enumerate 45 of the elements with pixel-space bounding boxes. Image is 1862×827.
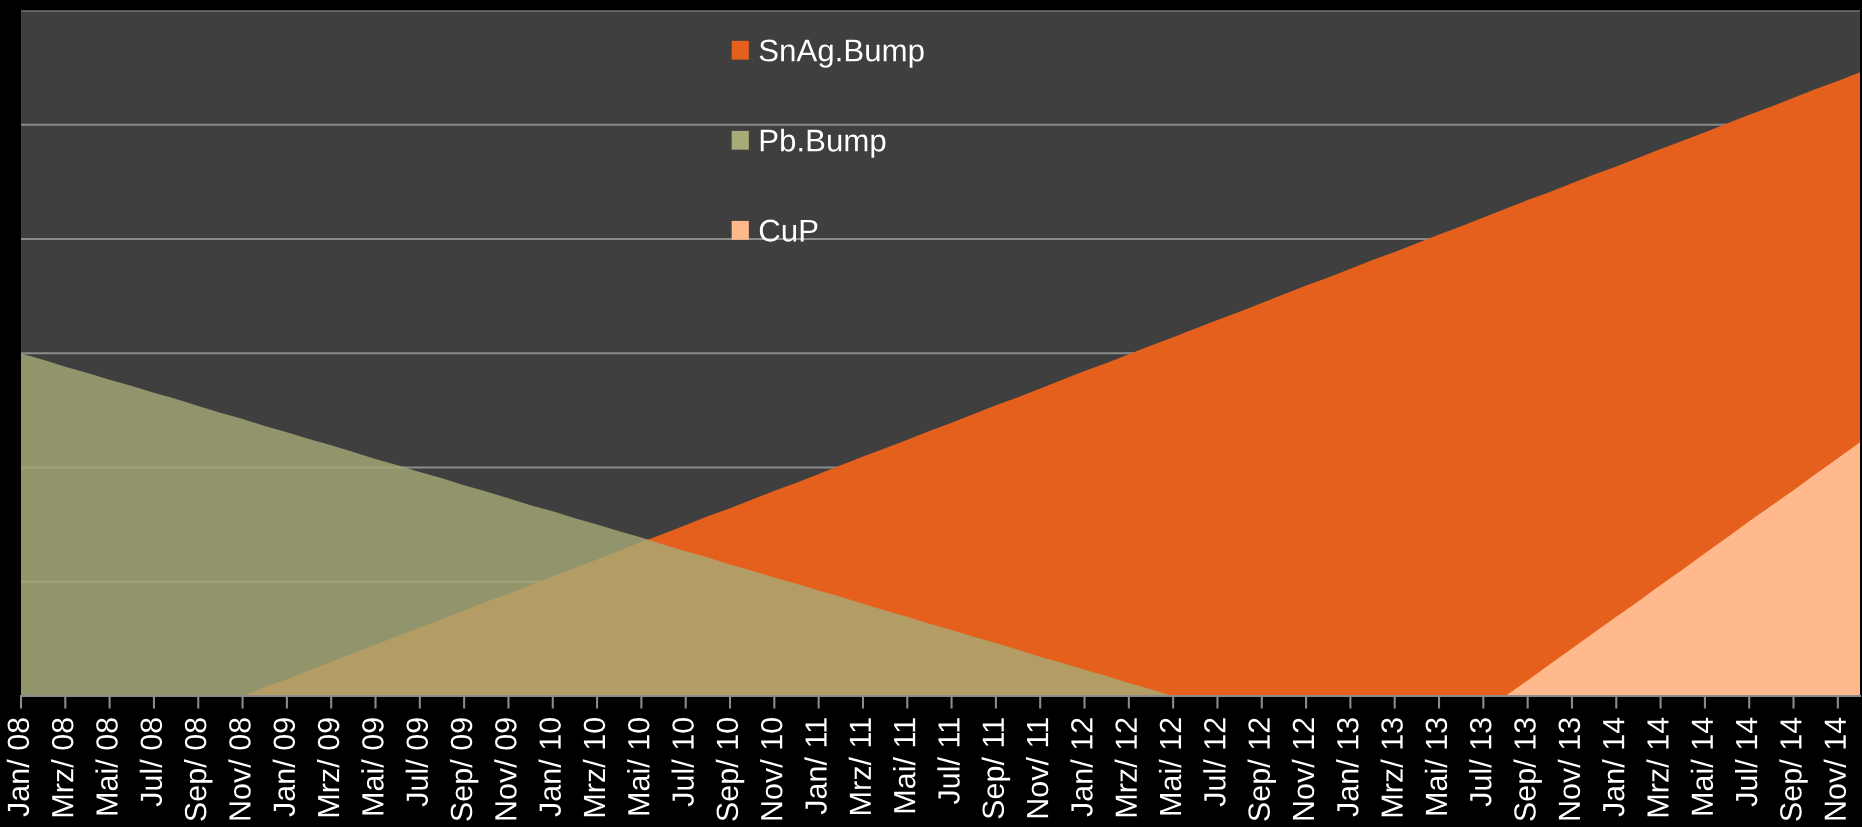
x-tick-label: Nov/ 12	[1291, 718, 1315, 820]
x-tick-label: Jul/ 10	[671, 718, 694, 807]
x-tick-label: Jan/ 12	[1070, 718, 1093, 817]
x-tick-label: Sep/ 13	[1513, 718, 1542, 821]
x-tick-label: Jul/ 11	[937, 718, 960, 805]
x-tick-label: Nov/ 09	[494, 718, 517, 820]
x-tick-label: Jul/ 13	[1469, 718, 1492, 807]
x-tick-label: Jul/ 14	[1734, 717, 1758, 807]
x-tick-label: Nov/ 13	[1557, 718, 1581, 820]
x-tick-label: Mai/ 14	[1690, 717, 1714, 815]
legend-label: Pb.Bump	[760, 128, 886, 158]
x-tick-label: Mrz/ 12	[1114, 718, 1138, 817]
x-tick-label: Jul/ 12	[1203, 718, 1226, 807]
x-tick-label: Sep/ 09	[449, 718, 479, 821]
x-tick-label: Jan/ 11	[804, 718, 827, 815]
x-tick-label: Mrz/ 10	[582, 718, 606, 817]
x-tick-label: Nov/ 11	[1025, 718, 1049, 818]
legend-label: SnAg.Bump	[759, 39, 924, 68]
x-tick-label: Nov/ 14	[1823, 717, 1847, 820]
x-tick-label: Mrz/ 11	[848, 718, 872, 814]
x-tick-label: Jul/ 09	[405, 718, 429, 807]
x-tick-label: Jan/ 09	[272, 718, 296, 817]
x-tick-label: Mrz/ 14	[1646, 717, 1669, 817]
x-tick-label: Jul/ 08	[139, 718, 163, 807]
x-tick-label: Mrz/ 08	[51, 718, 74, 817]
x-tick-label: Jan/ 10	[538, 718, 561, 817]
x-tick-label: Sep/ 11	[981, 718, 1011, 819]
x-tick-label: Jan/ 14	[1602, 717, 1625, 817]
x-tick-label: Mai/ 13	[1424, 718, 1448, 815]
x-tick-label: Mrz/ 13	[1380, 718, 1403, 817]
x-tick-label: Mai/ 08	[95, 718, 118, 815]
x-tick-label: Nov/ 10	[760, 718, 783, 820]
legend-label: CuP	[759, 219, 818, 242]
x-tick-label: Mai/ 10	[627, 718, 650, 815]
x-tick-label: Mai/ 12	[1158, 718, 1182, 815]
x-tick-label: Sep/ 10	[715, 718, 745, 821]
x-tick-label: Nov/ 08	[228, 718, 251, 820]
x-tick-label: Jan/ 08	[6, 718, 30, 817]
x-tick-label: Mrz/ 09	[316, 718, 340, 817]
x-tick-label: Jan/ 13	[1336, 718, 1359, 817]
x-tick-label: Sep/ 14	[1779, 717, 1808, 821]
x-tick-label: Sep/ 08	[184, 718, 213, 821]
x-tick-label: Mai/ 09	[361, 718, 384, 815]
x-tick-label: Mai/ 11	[893, 718, 916, 813]
x-tick-label: Sep/ 12	[1247, 718, 1277, 821]
